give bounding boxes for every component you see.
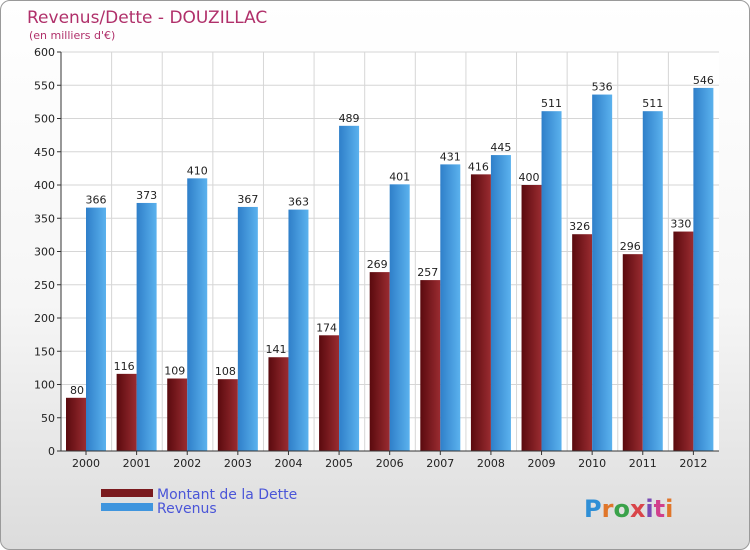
bar-revenus [288, 209, 309, 451]
data-label-debt: 80 [70, 384, 84, 397]
y-tick-label: 250 [34, 279, 55, 292]
data-label-revenus: 489 [339, 112, 360, 125]
data-label-debt: 296 [620, 240, 641, 253]
bar-revenus [136, 202, 157, 451]
y-tick-label: 350 [34, 212, 55, 225]
bar-revenus [86, 207, 106, 451]
legend-swatch-debt [101, 489, 153, 497]
bar-revenus [440, 164, 461, 451]
data-label-debt: 269 [367, 258, 388, 271]
data-label-revenus: 410 [187, 164, 208, 177]
x-tick-label: 2004 [274, 457, 302, 470]
bar-revenus [592, 94, 613, 451]
bar-debt [217, 379, 238, 451]
bar-revenus [339, 125, 360, 451]
bar-debt [268, 357, 289, 451]
x-tick-label: 2002 [173, 457, 201, 470]
x-tick-label: 2007 [426, 457, 454, 470]
proxiti-logo: Proxiti [584, 495, 673, 523]
data-label-debt: 330 [670, 218, 691, 231]
y-tick-label: 200 [34, 312, 55, 325]
bar-revenus [642, 111, 663, 451]
x-tick-label: 2003 [224, 457, 252, 470]
bar-debt [167, 378, 188, 451]
bar-debt [622, 254, 643, 451]
data-label-revenus: 363 [288, 196, 309, 209]
chart-title: Revenus/Dette - DOUZILLAC [27, 8, 267, 28]
data-label-revenus: 511 [642, 97, 663, 110]
bar-debt [673, 231, 694, 451]
data-label-debt: 174 [316, 321, 337, 334]
data-label-revenus: 367 [237, 193, 258, 206]
x-tick-label: 2005 [325, 457, 353, 470]
legend-label-revenus: Revenus [157, 501, 217, 517]
data-label-revenus: 445 [490, 141, 511, 154]
legend-label-debt: Montant de la Dette [157, 487, 297, 503]
y-tick-label: 100 [34, 379, 55, 392]
bar-debt [66, 397, 86, 451]
y-tick-label: 0 [48, 445, 55, 458]
bar-debt [470, 174, 491, 452]
data-label-debt: 108 [215, 365, 236, 378]
x-tick-label: 2011 [629, 457, 657, 470]
data-label-revenus: 401 [389, 170, 410, 183]
bar-revenus [541, 111, 562, 451]
data-label-revenus: 373 [136, 189, 157, 202]
bar-debt [319, 335, 340, 451]
y-tick-label: 50 [41, 412, 55, 425]
legend-swatch-revenus [101, 503, 153, 511]
data-label-debt: 257 [417, 266, 438, 279]
data-label-revenus: 431 [440, 150, 461, 163]
data-label-revenus: 366 [86, 194, 107, 207]
data-label-revenus: 511 [541, 97, 562, 110]
data-label-revenus: 536 [592, 81, 613, 94]
bar-debt [572, 234, 593, 451]
data-label-debt: 326 [569, 220, 590, 233]
data-label-debt: 416 [468, 160, 489, 173]
data-label-debt: 141 [265, 343, 286, 356]
chart-subtitle: (en milliers d'€) [29, 29, 115, 42]
bar-debt [521, 185, 542, 451]
y-tick-label: 600 [34, 46, 55, 59]
bar-revenus [237, 206, 258, 451]
y-tick-label: 450 [34, 146, 55, 159]
x-tick-label: 2009 [528, 457, 556, 470]
x-tick-label: 2006 [376, 457, 404, 470]
bar-revenus [187, 178, 208, 451]
bar-revenus [389, 184, 410, 451]
x-tick-label: 2012 [679, 457, 707, 470]
x-tick-label: 2001 [123, 457, 151, 470]
bar-revenus [490, 155, 511, 451]
x-tick-label: 2008 [477, 457, 505, 470]
x-tick-label: 2010 [578, 457, 606, 470]
y-tick-label: 150 [34, 345, 55, 358]
bar-debt [420, 280, 441, 451]
y-tick-label: 500 [34, 113, 55, 126]
y-tick-label: 300 [34, 246, 55, 259]
y-tick-label: 400 [34, 179, 55, 192]
x-tick-label: 2000 [72, 457, 100, 470]
data-label-debt: 400 [519, 171, 540, 184]
bar-debt [116, 373, 137, 451]
data-label-debt: 116 [114, 360, 135, 373]
y-tick-label: 550 [34, 79, 55, 92]
bar-debt [369, 272, 390, 451]
data-label-debt: 109 [164, 365, 185, 378]
data-label-revenus: 546 [693, 74, 714, 87]
bar-revenus [693, 87, 714, 451]
